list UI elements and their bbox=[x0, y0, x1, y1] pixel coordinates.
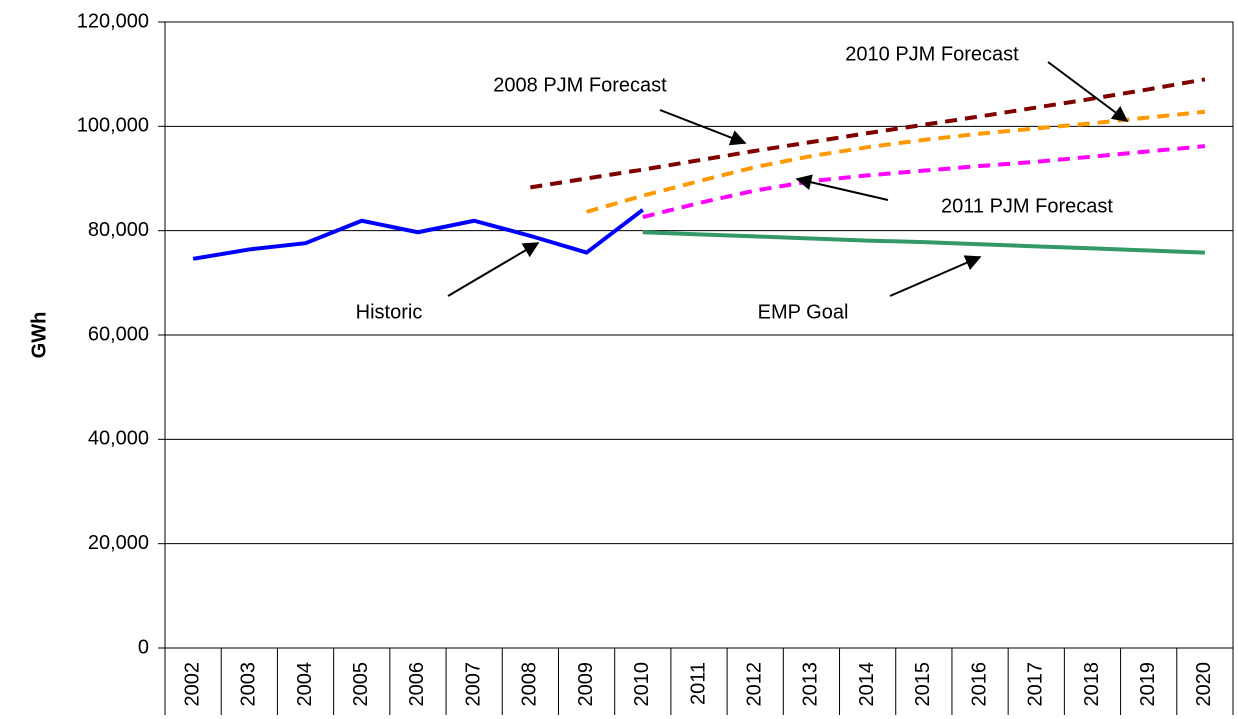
x-tick-label: 2002 bbox=[181, 662, 203, 707]
x-tick-label: 2017 bbox=[1025, 662, 1047, 707]
y-tick-label: 80,000 bbox=[88, 219, 149, 241]
x-tick-label: 2018 bbox=[1081, 662, 1103, 707]
annotation-arrow bbox=[1047, 61, 1129, 122]
annotation-arrow bbox=[889, 255, 982, 297]
x-tick-label: 2009 bbox=[575, 662, 597, 707]
x-tick-label: 2013 bbox=[800, 662, 822, 707]
y-tick-label: 20,000 bbox=[88, 532, 149, 554]
x-tick-label: 2008 bbox=[519, 662, 541, 707]
annotation: EMP Goal bbox=[758, 301, 849, 323]
x-tick-label: 2005 bbox=[350, 662, 372, 707]
series-line bbox=[642, 144, 1206, 220]
y-tick-label: 0 bbox=[138, 636, 149, 658]
x-tick-label: 2020 bbox=[1193, 662, 1215, 707]
x-tick-label: 2006 bbox=[406, 662, 428, 707]
x-tick-label: 2016 bbox=[968, 662, 990, 707]
x-tick-label: 2015 bbox=[912, 662, 934, 707]
plot-border bbox=[164, 21, 1234, 649]
y-tick-label: 60,000 bbox=[88, 323, 149, 345]
series-line bbox=[530, 77, 1206, 190]
y-tick-label: 40,000 bbox=[88, 428, 149, 450]
annotation: 2008 PJM Forecast bbox=[493, 74, 667, 96]
x-tick-label: 2014 bbox=[856, 662, 878, 707]
series-line bbox=[642, 230, 1205, 255]
annotation: Historic bbox=[356, 301, 423, 323]
annotation: 2011 PJM Forecast bbox=[941, 195, 1113, 217]
annotation-arrow bbox=[795, 174, 889, 201]
x-tick-label: 2007 bbox=[462, 662, 484, 707]
annotation-arrow bbox=[659, 109, 747, 146]
series-line bbox=[586, 109, 1206, 214]
y-axis-label: GWh bbox=[28, 312, 50, 359]
y-tick-label: 120,000 bbox=[77, 10, 149, 32]
y-tick-label: 100,000 bbox=[77, 115, 149, 137]
x-tick-label: 2004 bbox=[294, 662, 316, 707]
series-line bbox=[192, 208, 645, 261]
x-tick-label: 2003 bbox=[238, 662, 260, 707]
x-tick-label: 2010 bbox=[631, 662, 653, 707]
x-tick-label: 2012 bbox=[743, 662, 765, 707]
annotation-arrow bbox=[447, 242, 540, 297]
annotation: 2010 PJM Forecast bbox=[845, 43, 1019, 65]
x-tick-label: 2019 bbox=[1137, 662, 1159, 707]
x-tick-label: 2011 bbox=[687, 662, 709, 705]
